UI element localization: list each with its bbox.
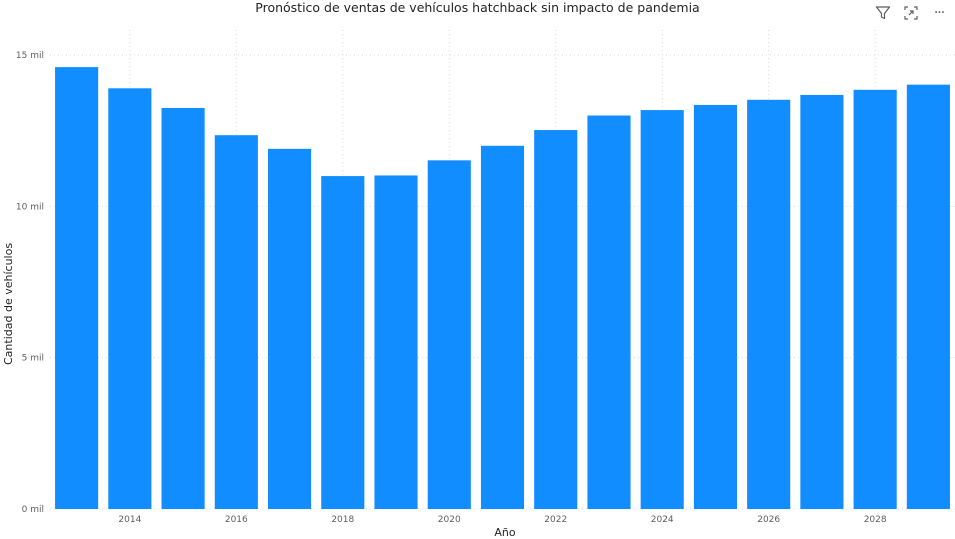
x-axis-title: Año <box>494 526 516 539</box>
bar-2014 <box>108 88 152 509</box>
y-axis-title: Cantidad de vehículos <box>2 243 16 365</box>
bar-2013 <box>55 67 99 510</box>
bar-2020 <box>427 160 471 509</box>
y-axis-title-text: Cantidad de vehículos <box>2 242 15 365</box>
focus-mode-icon[interactable] <box>901 4 921 22</box>
y-tick-label: 5 mil <box>22 354 44 364</box>
x-tick-label: 2022 <box>544 515 567 525</box>
x-tick-label: 2014 <box>118 515 141 525</box>
bar-2026 <box>747 99 791 509</box>
bar-2017 <box>267 148 312 509</box>
x-tick-label: 2016 <box>225 515 248 525</box>
bar-2027 <box>800 94 844 510</box>
bar-2015 <box>161 107 205 509</box>
bar-2025 <box>693 104 738 509</box>
bar-2024 <box>640 110 684 510</box>
x-tick-label: 2028 <box>864 515 887 525</box>
bar-2018 <box>321 176 365 510</box>
bar-2021 <box>480 145 525 510</box>
x-tick-label: 2018 <box>331 515 354 525</box>
y-tick-label: 10 mil <box>16 202 44 212</box>
chart-title: Pronóstico de ventas de vehículos hatchb… <box>255 0 700 15</box>
filter-icon[interactable] <box>873 4 893 22</box>
bar-2023 <box>587 115 631 510</box>
bar-2022 <box>534 130 578 509</box>
more-options-icon[interactable]: ··· <box>933 5 945 21</box>
y-tick-label: 15 mil <box>16 51 44 61</box>
bar-2019 <box>374 175 418 509</box>
x-tick-label: 2024 <box>651 515 674 525</box>
x-tick-label: 2026 <box>757 515 780 525</box>
bar-2028 <box>853 89 897 509</box>
bar-2029 <box>906 84 950 510</box>
y-tick-label: 0 mil <box>22 505 44 515</box>
visual-header: ··· <box>873 4 949 22</box>
x-tick-label: 2020 <box>438 515 461 525</box>
bar-2016 <box>214 135 258 509</box>
